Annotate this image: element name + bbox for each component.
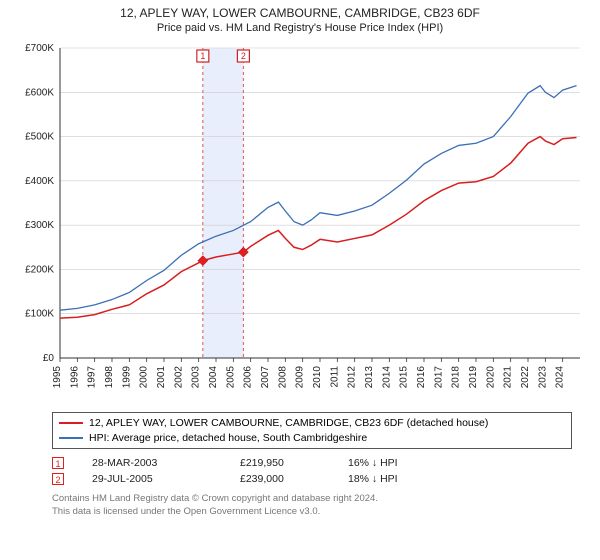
legend-swatch [59,437,83,439]
svg-text:1999: 1999 [121,366,132,389]
legend-swatch [59,422,83,424]
svg-text:£100K: £100K [25,309,54,320]
sale-hpi-delta: 16% ↓ HPI [348,457,448,469]
sale-hpi-delta: 18% ↓ HPI [348,473,448,485]
svg-text:2023: 2023 [537,366,548,389]
svg-text:2009: 2009 [295,366,306,389]
title-block: 12, APLEY WAY, LOWER CAMBOURNE, CAMBRIDG… [10,6,590,34]
svg-text:2014: 2014 [381,366,392,389]
svg-text:£600K: £600K [25,87,54,98]
sale-price: £219,950 [240,457,320,469]
svg-text:1995: 1995 [52,366,63,389]
licence-text: Contains HM Land Registry data © Crown c… [52,493,586,518]
svg-text:2024: 2024 [555,366,566,389]
svg-text:2012: 2012 [347,366,358,389]
chart-subtitle: Price paid vs. HM Land Registry's House … [10,22,590,34]
sale-marker-icon: 2 [52,473,64,485]
licence-line: Contains HM Land Registry data © Crown c… [52,493,586,505]
svg-text:1: 1 [200,51,205,61]
svg-text:2005: 2005 [225,366,236,389]
sale-marker-icon: 1 [52,457,64,469]
svg-text:2022: 2022 [520,366,531,389]
svg-text:2015: 2015 [399,366,410,389]
svg-text:2001: 2001 [156,366,167,389]
svg-text:£0: £0 [43,353,55,364]
svg-text:2008: 2008 [277,366,288,389]
svg-text:£700K: £700K [25,43,54,54]
svg-text:£200K: £200K [25,264,54,275]
svg-text:2003: 2003 [191,366,202,389]
svg-text:2020: 2020 [485,366,496,389]
svg-text:2013: 2013 [364,366,375,389]
chart-container: 12, APLEY WAY, LOWER CAMBOURNE, CAMBRIDG… [0,0,600,560]
svg-text:1997: 1997 [87,366,98,389]
table-row: 2 29-JUL-2005 £239,000 18% ↓ HPI [52,471,572,487]
svg-text:2021: 2021 [503,366,514,389]
svg-text:1998: 1998 [104,366,115,389]
svg-text:2011: 2011 [329,366,340,388]
svg-text:2010: 2010 [312,366,323,389]
svg-text:£500K: £500K [25,132,54,143]
legend-label: HPI: Average price, detached house, Sout… [89,431,367,446]
sale-date: 28-MAR-2003 [92,457,212,469]
svg-text:2: 2 [241,51,246,61]
svg-text:2007: 2007 [260,366,271,389]
chart-plot-area: £0 £100K £200K £300K £400K £500K £600K £700K 199… [10,38,590,408]
sale-price: £239,000 [240,473,320,485]
sales-table: 1 28-MAR-2003 £219,950 16% ↓ HPI 2 29-JU… [52,455,572,487]
svg-text:2016: 2016 [416,366,427,389]
svg-text:2018: 2018 [451,366,462,389]
svg-text:2004: 2004 [208,366,219,389]
licence-line: This data is licensed under the Open Gov… [52,506,586,518]
sale-date: 29-JUL-2005 [92,473,212,485]
svg-text:2006: 2006 [243,366,254,389]
svg-text:£400K: £400K [25,176,54,187]
svg-text:1996: 1996 [69,366,80,389]
svg-text:2019: 2019 [468,366,479,389]
svg-text:2017: 2017 [433,366,444,389]
chart-title: 12, APLEY WAY, LOWER CAMBOURNE, CAMBRIDG… [10,6,590,20]
legend-item: 12, APLEY WAY, LOWER CAMBOURNE, CAMBRIDG… [59,416,565,431]
legend: 12, APLEY WAY, LOWER CAMBOURNE, CAMBRIDG… [52,412,572,449]
legend-label: 12, APLEY WAY, LOWER CAMBOURNE, CAMBRIDG… [89,416,488,431]
svg-text:2000: 2000 [139,366,150,389]
legend-item: HPI: Average price, detached house, Sout… [59,431,565,446]
svg-text:£300K: £300K [25,220,54,231]
svg-text:2002: 2002 [173,366,184,389]
table-row: 1 28-MAR-2003 £219,950 16% ↓ HPI [52,455,572,471]
chart-svg: £0 £100K £200K £300K £400K £500K £600K £700K 199… [10,38,590,408]
